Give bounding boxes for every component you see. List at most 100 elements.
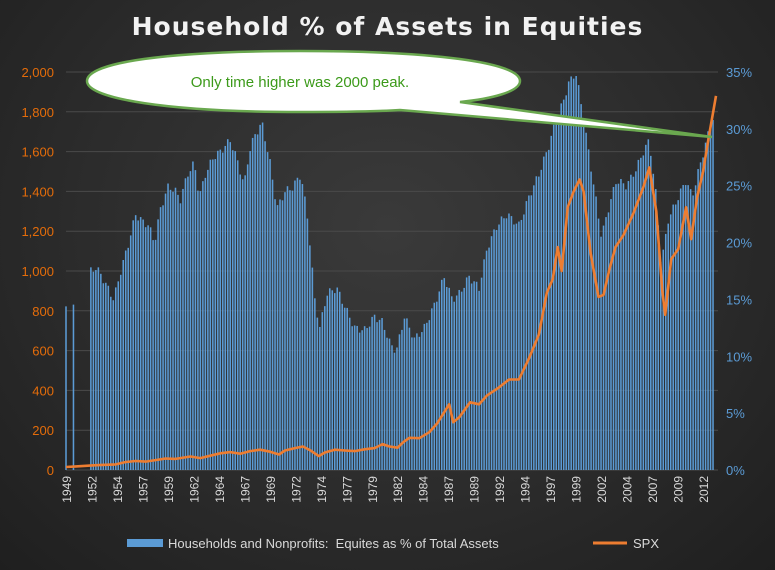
left-tick-label: 1,600: [21, 145, 54, 160]
bar: [525, 201, 528, 471]
bar: [557, 114, 560, 471]
bar: [162, 205, 164, 470]
callout-bubble: [85, 49, 713, 139]
bar: [431, 308, 433, 470]
line-series: [65, 95, 718, 469]
bar: [92, 271, 95, 470]
bar: [179, 203, 182, 470]
bar: [597, 218, 600, 470]
bar: [475, 281, 478, 470]
bar: [490, 236, 493, 470]
x-axis: 1949 1952 1954 1957 1959 1962 1964 1967 1969 1972…: [60, 476, 711, 503]
bar: [495, 229, 498, 470]
x-tick-label: 1954: [111, 476, 125, 503]
legend-swatch-equities: [127, 539, 163, 547]
x-tick-label: 2004: [621, 476, 635, 503]
bar: [381, 318, 383, 470]
bar: [650, 155, 652, 471]
bar: [565, 95, 567, 470]
bar: [169, 189, 172, 470]
bar: [592, 184, 595, 470]
bar: [192, 161, 194, 471]
bar: [647, 139, 650, 470]
bar: [692, 195, 694, 470]
left-tick-label: 0: [47, 463, 54, 478]
bar: [709, 129, 712, 470]
bar: [465, 277, 468, 470]
bar: [72, 304, 75, 470]
bar: [470, 283, 473, 470]
right-tick-label: 10%: [726, 349, 752, 364]
bar: [105, 282, 107, 470]
left-tick-label: 600: [32, 344, 54, 359]
bar: [338, 291, 341, 470]
right-tick-label: 35%: [726, 65, 752, 80]
left-tick-label: 1,000: [21, 264, 54, 279]
left-tick-label: 2,000: [21, 65, 54, 80]
bar: [279, 199, 281, 470]
bar: [152, 240, 154, 470]
bar: [669, 214, 672, 470]
bar: [503, 218, 505, 470]
bar: [398, 334, 401, 470]
bar: [428, 320, 431, 470]
right-axis: 0% 5% 10% 15% 20% 25% 30% 35%: [726, 65, 752, 478]
bar: [386, 337, 388, 470]
chart-title: Household % of Assets in Equities: [131, 12, 644, 41]
bar: [363, 326, 366, 470]
bar: [127, 247, 129, 470]
bar: [388, 338, 391, 470]
bar: [289, 190, 291, 470]
bar: [505, 218, 508, 470]
x-tick-label: 1999: [570, 476, 584, 503]
bar: [174, 187, 177, 470]
bar: [90, 267, 92, 470]
bar: [281, 200, 284, 470]
bar: [493, 229, 495, 470]
bar: [139, 217, 142, 470]
bar: [269, 159, 271, 470]
bar: [627, 181, 630, 470]
bar: [167, 183, 169, 471]
bar: [114, 287, 117, 470]
bar: [620, 178, 622, 471]
bar: [311, 267, 314, 470]
bar: [348, 317, 351, 470]
legend-label-spx: SPX: [633, 536, 659, 551]
bar: [560, 103, 562, 470]
bar: [448, 287, 451, 470]
bar: [239, 174, 241, 471]
bar: [500, 216, 503, 470]
bar: [617, 183, 620, 471]
bar: [694, 185, 697, 470]
bar: [674, 204, 677, 470]
x-tick-label: 1994: [519, 476, 533, 503]
bar: [662, 249, 665, 470]
bar: [194, 170, 197, 470]
bar: [416, 333, 418, 470]
bar: [513, 224, 515, 470]
left-tick-label: 200: [32, 423, 54, 438]
bar: [107, 285, 110, 470]
x-tick-label: 1979: [366, 476, 380, 503]
bar: [523, 214, 525, 470]
legend-label-equities: Households and Nonprofits: Equites as % …: [168, 536, 499, 551]
bar: [483, 259, 485, 470]
bar: [184, 178, 187, 470]
bar: [129, 235, 132, 470]
bar: [356, 325, 358, 470]
bar: [396, 347, 398, 470]
right-tick-label: 25%: [726, 179, 752, 194]
bar: [423, 323, 426, 470]
x-tick-label: 1962: [187, 476, 201, 503]
bar-series: [65, 76, 714, 471]
bar: [518, 221, 520, 470]
bar: [585, 132, 587, 470]
bar: [324, 306, 326, 470]
right-tick-label: 30%: [726, 122, 752, 137]
bar: [132, 220, 134, 470]
x-tick-label: 1992: [493, 476, 507, 503]
bar: [508, 213, 510, 470]
bar: [408, 327, 411, 470]
